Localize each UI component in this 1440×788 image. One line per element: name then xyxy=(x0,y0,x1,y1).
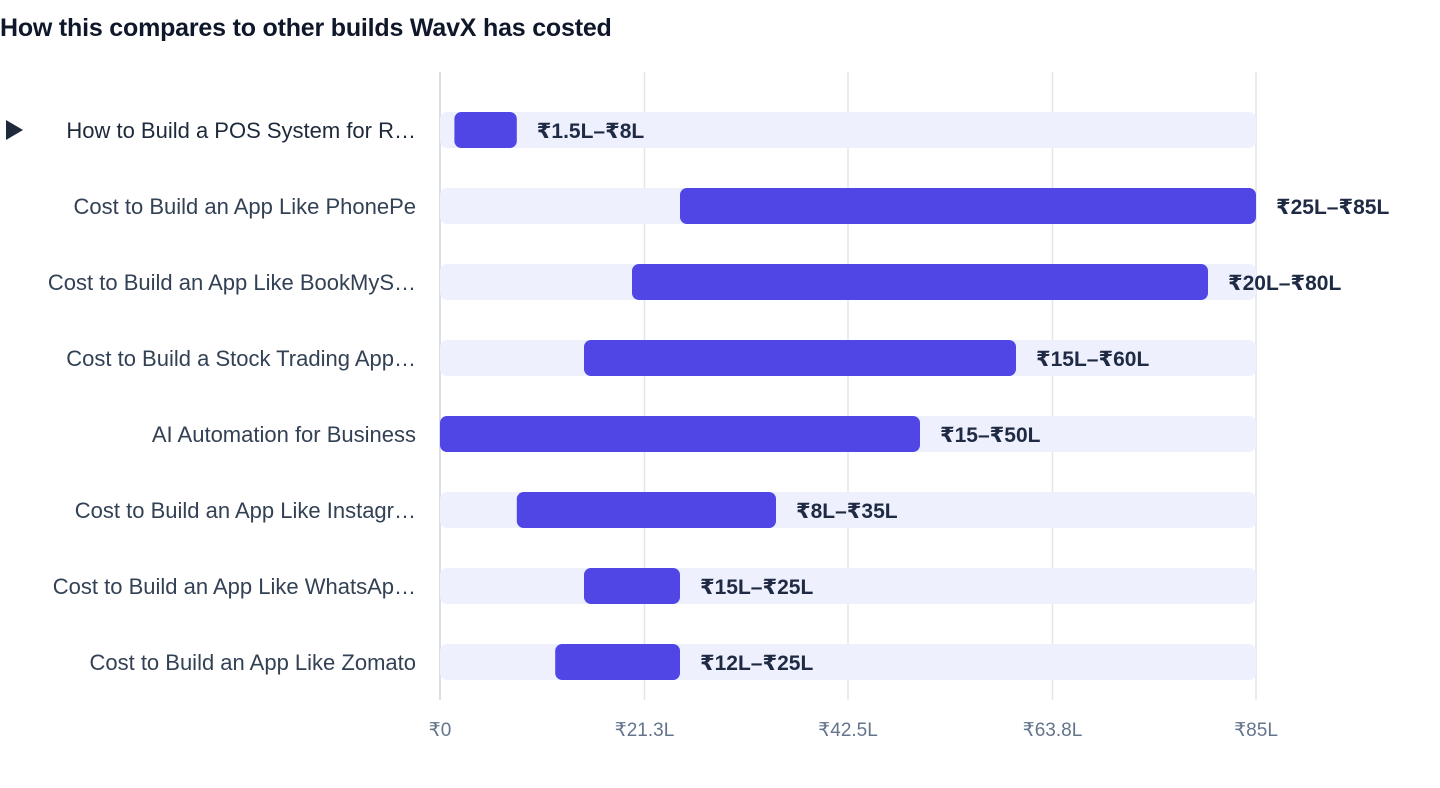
chart-row[interactable]: ₹25L–₹85L Cost to Build an App Like Phone… xyxy=(74,188,1390,224)
range-bar[interactable] xyxy=(584,340,1016,376)
x-tick-label: ₹21.3L xyxy=(615,720,675,741)
range-bar[interactable] xyxy=(454,112,517,148)
value-label: ₹1.5L–₹8L xyxy=(537,120,645,143)
range-bar[interactable] xyxy=(516,492,776,528)
chart-title: How this compares to other builds WavX h… xyxy=(0,14,612,42)
chart-row[interactable]: ₹8L–₹35L Cost to Build an App Like Instag… xyxy=(75,492,1256,528)
row-label: Cost to Build a Stock Trading App… xyxy=(66,346,416,371)
range-bar[interactable] xyxy=(680,188,1256,224)
chart-row[interactable]: ₹20L–₹80L Cost to Build an App Like BookM… xyxy=(48,264,1342,300)
range-bar[interactable] xyxy=(440,416,920,452)
chart-row[interactable]: ₹1.5L–₹8L How to Build a POS System for R… xyxy=(6,112,1256,148)
row-label: AI Automation for Business xyxy=(152,422,416,447)
value-label: ₹15L–₹60L xyxy=(1036,348,1149,371)
x-axis-ticks: ₹0 ₹21.3L ₹42.5L ₹63.8L ₹85L xyxy=(429,720,1278,741)
row-label: Cost to Build an App Like WhatsAp… xyxy=(53,574,416,599)
value-label: ₹8L–₹35L xyxy=(796,500,898,523)
chart-row[interactable]: ₹15L–₹60L Cost to Build a Stock Trading A… xyxy=(66,340,1256,376)
row-label: Cost to Build an App Like Instagr… xyxy=(75,498,416,523)
value-label: ₹12L–₹25L xyxy=(700,652,813,675)
row-label: Cost to Build an App Like PhonePe xyxy=(74,194,416,219)
range-bar[interactable] xyxy=(555,644,680,680)
value-label: ₹25L–₹85L xyxy=(1276,196,1389,219)
expand-triangle-icon[interactable] xyxy=(6,120,23,140)
range-track xyxy=(440,568,1256,604)
range-bar[interactable] xyxy=(632,264,1208,300)
x-tick-label: ₹85L xyxy=(1234,720,1278,741)
x-tick-label: ₹0 xyxy=(429,720,452,741)
range-track xyxy=(440,112,1256,148)
chart-row[interactable]: ₹15–₹50L AI Automation for Business xyxy=(152,416,1256,452)
value-label: ₹15–₹50L xyxy=(940,424,1041,447)
x-tick-label: ₹63.8L xyxy=(1023,720,1083,741)
row-label: Cost to Build an App Like BookMyS… xyxy=(48,270,416,295)
row-label: Cost to Build an App Like Zomato xyxy=(89,650,416,675)
x-tick-label: ₹42.5L xyxy=(818,720,878,741)
gridlines xyxy=(439,72,1257,700)
chart-row[interactable]: ₹15L–₹25L Cost to Build an App Like Whats… xyxy=(53,568,1256,604)
range-bar[interactable] xyxy=(584,568,680,604)
chart-rows: ₹1.5L–₹8L How to Build a POS System for R… xyxy=(6,112,1389,680)
row-label: How to Build a POS System for R… xyxy=(66,118,416,143)
chart-row[interactable]: ₹12L–₹25L Cost to Build an App Like Zomat… xyxy=(89,644,1256,680)
value-label: ₹15L–₹25L xyxy=(700,576,813,599)
value-label: ₹20L–₹80L xyxy=(1228,272,1341,295)
